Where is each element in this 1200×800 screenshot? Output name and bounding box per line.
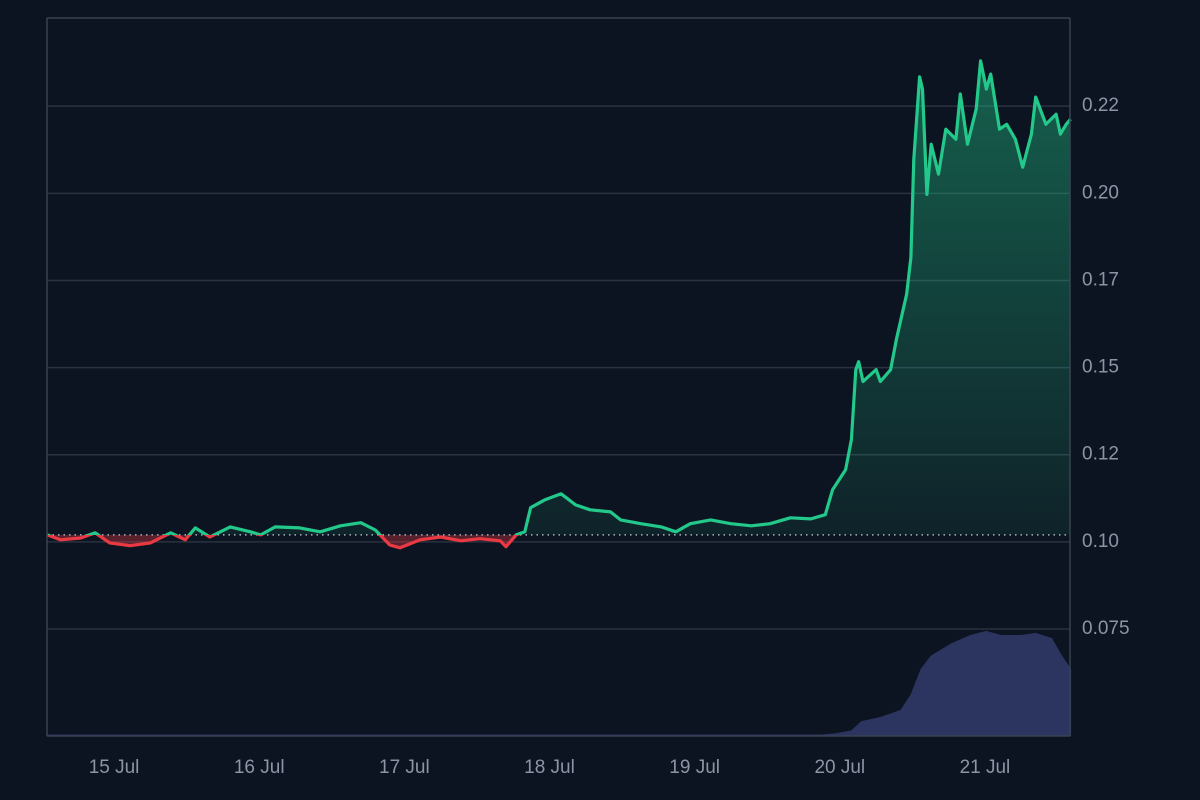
x-tick-label: 21 Jul <box>960 757 1011 778</box>
y-tick-label: 0.17 <box>1082 269 1119 290</box>
plot-frame <box>46 17 1071 737</box>
volume-area <box>46 630 1072 737</box>
price-area <box>47 60 1071 548</box>
x-tick-label: 18 Jul <box>524 757 575 778</box>
x-tick-label: 20 Jul <box>814 757 865 778</box>
x-tick-label: 16 Jul <box>234 757 285 778</box>
x-tick-label: 17 Jul <box>379 757 430 778</box>
y-tick-label: 0.15 <box>1082 357 1119 378</box>
y-tick-label: 0.075 <box>1082 618 1130 639</box>
y-tick-label: 0.12 <box>1082 444 1119 465</box>
y-tick-label: 0.22 <box>1082 95 1119 116</box>
x-tick-label: 19 Jul <box>669 757 720 778</box>
price-line <box>46 59 1072 550</box>
y-tick-label: 0.20 <box>1082 182 1119 203</box>
y-tick-label: 0.10 <box>1082 531 1119 552</box>
x-tick-label: 15 Jul <box>89 757 140 778</box>
